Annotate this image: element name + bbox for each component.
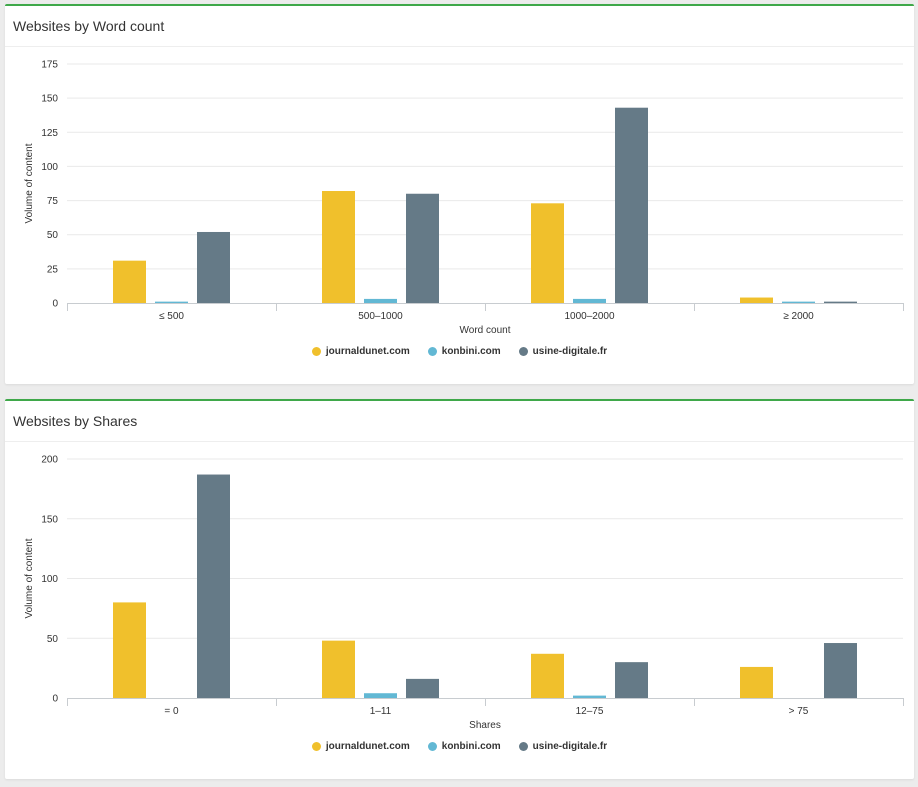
shares-panel: Websites by Shares 0 50 100 150 200 = 0 1–11 12… bbox=[5, 399, 914, 779]
x-axis-title: Shares bbox=[469, 720, 501, 731]
x-tick-label: > 75 bbox=[789, 706, 809, 717]
panel-header: Websites by Word count bbox=[5, 6, 914, 47]
panel-title: Websites by Shares bbox=[13, 413, 138, 429]
legend-label: konbini.com bbox=[441, 741, 501, 752]
y-tick-label: 50 bbox=[47, 230, 59, 241]
bar-journaldunet-com bbox=[531, 203, 564, 303]
bar-konbini-com bbox=[155, 301, 188, 303]
y-tick-label: 100 bbox=[41, 162, 58, 173]
x-tick-label: 500–1000 bbox=[358, 311, 403, 322]
bar-journaldunet-com bbox=[113, 602, 146, 698]
legend-label: journaldunet.com bbox=[325, 741, 410, 752]
bar-journaldunet-com bbox=[740, 666, 773, 698]
x-axis-title: Word count bbox=[460, 325, 511, 336]
x-tick-label: = 0 bbox=[164, 706, 179, 717]
bar-journaldunet-com bbox=[113, 260, 146, 303]
y-tick-label: 0 bbox=[52, 299, 58, 310]
legend-item-journaldunet[interactable]: journaldunet.com bbox=[311, 346, 410, 357]
bar-konbini-com bbox=[782, 301, 815, 303]
y-tick-label: 25 bbox=[47, 264, 59, 275]
y-tick-label: 0 bbox=[52, 694, 58, 705]
y-tick-label: 50 bbox=[47, 634, 59, 645]
legend-dot-icon bbox=[427, 742, 437, 751]
y-tick-label: 150 bbox=[41, 94, 58, 105]
x-tick-label: ≥ 2000 bbox=[783, 311, 814, 322]
bar-usine-digitale-fr bbox=[197, 474, 230, 698]
panel-title: Websites by Word count bbox=[13, 18, 165, 34]
y-tick-label: 200 bbox=[41, 455, 58, 466]
bar-usine-digitale-fr bbox=[197, 231, 230, 303]
legend-label: usine-digitale.fr bbox=[532, 741, 608, 752]
y-axis-title: Volume of content bbox=[24, 538, 35, 618]
legend-item-konbini[interactable]: konbini.com bbox=[427, 346, 501, 357]
bar-usine-digitale-fr bbox=[824, 643, 857, 698]
y-tick-label: 150 bbox=[41, 514, 58, 525]
bar-journaldunet-com bbox=[740, 297, 773, 303]
legend-label: konbini.com bbox=[441, 346, 501, 357]
legend-item-usine-digitale[interactable]: usine-digitale.fr bbox=[518, 346, 608, 357]
legend-item-journaldunet[interactable]: journaldunet.com bbox=[311, 741, 410, 752]
shares-chart: 0 50 100 150 200 = 0 1–11 12–75 > 75 Shares Volume… bbox=[24, 455, 904, 731]
legend-dot-icon bbox=[518, 347, 528, 356]
y-tick-label: 100 bbox=[41, 574, 58, 585]
legend-item-konbini[interactable]: konbini.com bbox=[427, 741, 501, 752]
legend-label: usine-digitale.fr bbox=[532, 346, 608, 357]
bar-usine-digitale-fr bbox=[406, 678, 439, 698]
bar-usine-digitale-fr bbox=[406, 193, 439, 303]
bar-konbini-com bbox=[573, 695, 606, 698]
word-count-chart: 0 25 50 75 100 125 150 175 ≤ 500 500–1000 1000–200… bbox=[24, 60, 904, 336]
bar-konbini-com bbox=[364, 693, 397, 698]
legend-dot-icon bbox=[311, 347, 321, 356]
legend-dot-icon bbox=[427, 347, 437, 356]
y-axis-title: Volume of content bbox=[24, 143, 35, 223]
legend-dot-icon bbox=[311, 742, 321, 751]
legend-dot-icon bbox=[518, 742, 528, 751]
bar-journaldunet-com bbox=[322, 191, 355, 303]
panel-header: Websites by Shares bbox=[5, 401, 914, 442]
y-tick-label: 75 bbox=[47, 196, 59, 207]
chart-legend: journaldunet.com konbini.com usine-digit… bbox=[5, 741, 914, 752]
y-tick-label: 175 bbox=[41, 60, 58, 71]
x-tick-label: 1–11 bbox=[370, 706, 392, 717]
legend-item-usine-digitale[interactable]: usine-digitale.fr bbox=[518, 741, 608, 752]
word-count-panel: Websites by Word count 0 25 50 75 100 125 150 1… bbox=[5, 4, 914, 384]
bar-usine-digitale-fr bbox=[824, 301, 857, 303]
chart-legend: journaldunet.com konbini.com usine-digit… bbox=[5, 346, 914, 357]
x-tick-label: ≤ 500 bbox=[159, 311, 184, 322]
bar-konbini-com bbox=[364, 298, 397, 303]
bar-journaldunet-com bbox=[322, 640, 355, 698]
legend-label: journaldunet.com bbox=[325, 346, 410, 357]
bar-usine-digitale-fr bbox=[615, 107, 648, 304]
x-tick-label: 12–75 bbox=[576, 706, 604, 717]
x-tick-label: 1000–2000 bbox=[564, 311, 614, 322]
bar-journaldunet-com bbox=[531, 653, 564, 698]
bar-konbini-com bbox=[573, 298, 606, 303]
bar-usine-digitale-fr bbox=[615, 662, 648, 698]
y-tick-label: 125 bbox=[41, 128, 58, 139]
